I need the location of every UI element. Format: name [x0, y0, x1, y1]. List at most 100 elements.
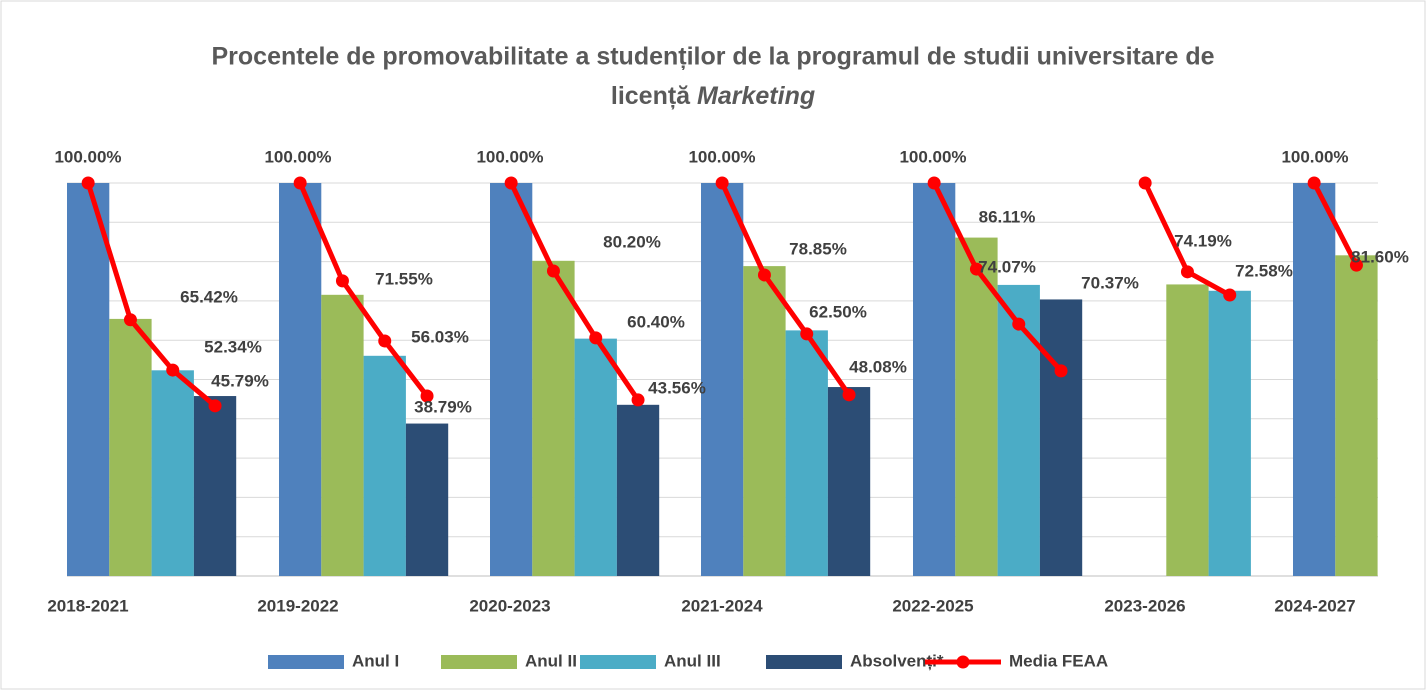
data-label: 72.58% — [1235, 261, 1293, 280]
bar — [827, 387, 871, 576]
line — [1311, 181, 1359, 267]
data-label: 60.40% — [627, 312, 685, 331]
x-tick-label: 2022-2025 — [892, 596, 973, 615]
data-label: 100.00% — [54, 147, 121, 166]
x-tick-label: 2018-2021 — [47, 596, 128, 615]
legend-swatch — [956, 655, 970, 669]
data-label: 38.79% — [414, 397, 472, 416]
line-marker — [631, 393, 645, 407]
line-marker — [1138, 176, 1152, 190]
bar — [67, 183, 110, 576]
data-label: 80.20% — [603, 232, 661, 251]
bar — [279, 183, 322, 576]
data-label: 81.60% — [1351, 247, 1409, 266]
legend-label: Anul II — [525, 651, 577, 670]
data-label: 100.00% — [688, 147, 755, 166]
data-label: 74.19% — [1174, 231, 1232, 250]
line-marker — [166, 363, 180, 377]
line-marker — [208, 399, 222, 413]
bar — [574, 338, 617, 576]
bar — [997, 284, 1040, 576]
bar — [955, 237, 998, 576]
line-marker — [123, 313, 137, 327]
bar — [1335, 255, 1378, 576]
data-label: 62.50% — [809, 302, 867, 321]
bar — [490, 183, 533, 576]
line-marker — [927, 176, 941, 190]
line — [297, 182, 430, 398]
bar — [1208, 290, 1251, 576]
line — [719, 181, 852, 397]
legend-label: Absolvenți* — [850, 651, 944, 670]
line-marker — [969, 262, 983, 276]
legend-label: Media FEAA — [1009, 651, 1108, 670]
line — [931, 181, 1063, 373]
data-label: 56.03% — [411, 327, 469, 346]
chart-title-part: licență — [611, 82, 691, 110]
bar — [1039, 299, 1083, 576]
data-label: 65.42% — [180, 287, 238, 306]
chart-title: licență Marketing — [611, 82, 815, 110]
data-label: 78.85% — [789, 239, 847, 258]
x-tick-label: 2019-2022 — [257, 596, 338, 615]
line-marker — [504, 176, 518, 190]
data-label: 52.34% — [204, 337, 262, 356]
line-marker — [546, 264, 560, 278]
data-label: 43.56% — [648, 378, 706, 397]
bar — [363, 355, 406, 576]
data-label: 70.37% — [1081, 273, 1139, 292]
line-marker — [335, 274, 349, 288]
line-marker — [842, 388, 856, 402]
x-tick-label: 2020-2023 — [469, 596, 550, 615]
legend-label: Anul I — [352, 651, 399, 670]
line-marker — [757, 268, 771, 282]
x-tick-label: 2023-2026 — [1104, 596, 1185, 615]
bar — [785, 330, 828, 576]
line-marker — [1180, 265, 1194, 279]
line-marker — [1012, 317, 1026, 331]
data-label: 71.55% — [375, 269, 433, 288]
legend-swatch — [766, 655, 842, 669]
line-marker — [715, 176, 729, 190]
line-marker — [293, 176, 307, 190]
bar — [913, 183, 956, 576]
data-label: 100.00% — [264, 147, 331, 166]
legend-swatch — [268, 655, 344, 669]
line-marker — [1054, 364, 1068, 378]
line — [85, 182, 217, 408]
bar — [109, 318, 152, 576]
bar — [743, 266, 786, 576]
line-marker — [589, 331, 603, 345]
x-tick-label: 2021-2024 — [681, 596, 763, 615]
bar — [1293, 183, 1336, 576]
data-label: 45.79% — [211, 371, 269, 390]
legend-label: Anul III — [664, 651, 721, 670]
data-label: 86.11% — [979, 207, 1036, 226]
bar — [532, 260, 575, 576]
bar — [616, 404, 660, 576]
line — [508, 181, 641, 402]
line-marker — [81, 176, 95, 190]
data-label: 74.07% — [978, 257, 1036, 276]
bar — [1166, 284, 1209, 576]
bar — [321, 294, 364, 576]
line-marker — [1223, 288, 1237, 302]
legend-swatch — [580, 655, 656, 669]
chart-title-part: Marketing — [697, 82, 815, 110]
data-label: 100.00% — [1281, 147, 1348, 166]
line-marker — [1307, 176, 1321, 190]
x-tick-label: 2024-2027 — [1274, 596, 1355, 615]
bar — [701, 183, 744, 576]
bar — [405, 423, 449, 576]
legend-swatch — [441, 655, 517, 669]
data-label: 100.00% — [476, 147, 543, 166]
line-marker — [378, 334, 392, 348]
bar — [193, 396, 237, 576]
data-label: 100.00% — [899, 147, 966, 166]
data-label: 48.08% — [849, 357, 907, 376]
line-marker — [1349, 258, 1363, 272]
line-marker — [420, 389, 434, 403]
line-marker — [800, 327, 814, 341]
bar — [151, 370, 194, 576]
